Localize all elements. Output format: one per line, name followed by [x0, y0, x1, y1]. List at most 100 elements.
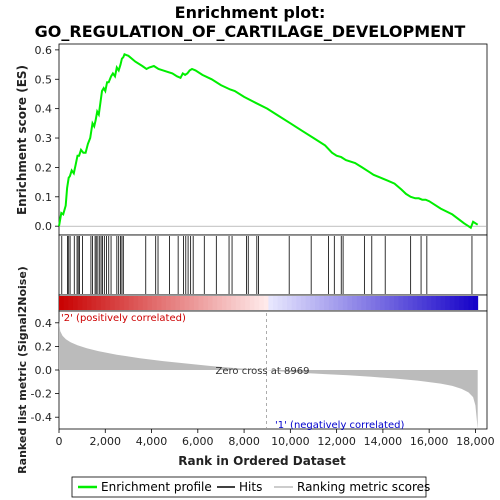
colorbar-segment: [142, 296, 148, 310]
x-tick-label: 8,000: [228, 435, 260, 448]
colorbar-segment: [240, 296, 246, 310]
colorbar-segment: [366, 296, 372, 310]
colorbar-segment: [259, 296, 265, 310]
colorbar-segment: [370, 296, 376, 310]
colorbar-segment: [342, 296, 348, 310]
positive-correlation-label: '2' (positively correlated): [61, 313, 186, 324]
colorbar-segment: [305, 296, 311, 310]
x-ticks: 0 2,000 4,000 6,000 8,000 10,000 12,000 14,000 1…: [56, 429, 495, 448]
metric-y-label: Ranked list metric (Signal2Noise): [16, 266, 29, 474]
legend-box: [71, 476, 427, 498]
legend-hits-label: Hits: [239, 480, 262, 494]
es-y-label: Enrichment score (ES): [15, 65, 29, 215]
colorbar-segment: [286, 296, 293, 310]
colorbar-segment: [347, 296, 353, 310]
colorbar-segment: [184, 296, 190, 310]
metric-y-tick-label: 0.2: [35, 340, 53, 353]
colorbar-segment: [198, 296, 204, 310]
colorbar-segment: [426, 296, 432, 310]
colorbar-segment: [300, 296, 306, 310]
colorbar-segment: [161, 296, 167, 310]
colorbar-segment: [179, 296, 186, 310]
colorbar-segment: [231, 296, 237, 310]
colorbar-segment: [314, 296, 320, 310]
colorbar-segment: [277, 296, 283, 310]
colorbar-segment: [431, 296, 437, 310]
colorbar-segment: [263, 296, 269, 310]
x-tick-label: 4,000: [136, 435, 168, 448]
colorbar-segment: [361, 296, 367, 310]
colorbar-segment: [268, 296, 274, 310]
colorbar-segment: [68, 296, 74, 310]
colorbar-segment: [403, 296, 409, 310]
metric-y-tick-label: -0.4: [31, 411, 52, 424]
colorbar-segment: [217, 296, 223, 310]
x-tick-label: 18,000: [456, 435, 495, 448]
colorbar-segment: [463, 296, 469, 310]
rank-colorbar: [59, 296, 479, 310]
zero-cross-label: Zero cross at 8969: [216, 366, 310, 377]
legend-metric-label: Ranking metric scores: [297, 480, 430, 494]
legend-enrichment-label: Enrichment profile: [101, 480, 212, 494]
colorbar-segment: [226, 296, 232, 310]
colorbar-segment: [380, 296, 386, 310]
x-tick-label: 16,000: [410, 435, 449, 448]
chart-title-line2: GO_REGULATION_OF_CARTILAGE_DEVELOPMENT: [35, 22, 466, 41]
colorbar-segment: [254, 296, 260, 310]
colorbar-segment: [338, 296, 344, 310]
colorbar-segment: [110, 296, 116, 310]
colorbar-segment: [324, 296, 330, 310]
colorbar-segment: [170, 296, 176, 310]
colorbar-segment: [203, 296, 209, 310]
es-y-tick-label: 0.5: [35, 73, 53, 86]
es-y-ticks: 0.0 0.1 0.2 0.3 0.4 0.5 0.6: [35, 44, 59, 233]
es-y-tick-label: 0.2: [35, 161, 53, 174]
colorbar-segment: [59, 296, 65, 310]
colorbar-segment: [417, 296, 423, 310]
colorbar-segment: [421, 296, 427, 310]
colorbar-segment: [412, 296, 418, 310]
colorbar-segment: [449, 296, 455, 310]
x-tick-label: 6,000: [182, 435, 214, 448]
metric-y-tick-label: 0.0: [35, 364, 53, 377]
colorbar-segment: [440, 296, 446, 310]
es-y-tick-label: 0.0: [35, 220, 53, 233]
colorbar-segment: [333, 296, 339, 310]
colorbar-segment: [189, 296, 195, 310]
colorbar-segment: [77, 296, 83, 310]
colorbar-segment: [63, 296, 69, 310]
x-tick-label: 12,000: [317, 435, 356, 448]
colorbar-segment: [389, 296, 395, 310]
colorbar-segment: [124, 296, 130, 310]
x-tick-label: 0: [56, 435, 63, 448]
colorbar-segment: [282, 296, 288, 310]
colorbar-segment: [212, 296, 218, 310]
x-tick-label: 14,000: [364, 435, 403, 448]
colorbar-segment: [454, 296, 460, 310]
es-y-tick-label: 0.6: [35, 44, 53, 57]
hits-marks: [61, 236, 473, 294]
colorbar-segment: [328, 296, 334, 310]
colorbar-segment: [166, 296, 172, 310]
colorbar-segment: [473, 296, 479, 310]
es-panel-frame: [58, 43, 488, 236]
colorbar-segment: [407, 296, 414, 310]
colorbar-segment: [435, 296, 441, 310]
es-y-tick-label: 0.4: [35, 103, 53, 116]
colorbar-segment: [86, 296, 92, 310]
es-y-tick-label: 0.1: [35, 191, 53, 204]
colorbar-segment: [459, 296, 465, 310]
x-tick-label: 2,000: [90, 435, 122, 448]
colorbar-segment: [445, 296, 451, 310]
colorbar-segment: [352, 296, 358, 310]
colorbar-segment: [96, 296, 102, 310]
colorbar-segment: [119, 296, 125, 310]
colorbar-segment: [245, 296, 251, 310]
chart-title-line1: Enrichment plot:: [175, 3, 326, 22]
metric-y-tick-label: -0.2: [31, 388, 52, 401]
colorbar-segment: [207, 296, 213, 310]
es-y-tick-label: 0.3: [35, 132, 53, 145]
x-axis-label: Rank in Ordered Dataset: [178, 454, 346, 468]
metric-y-tick-label: 0.4: [35, 317, 53, 330]
